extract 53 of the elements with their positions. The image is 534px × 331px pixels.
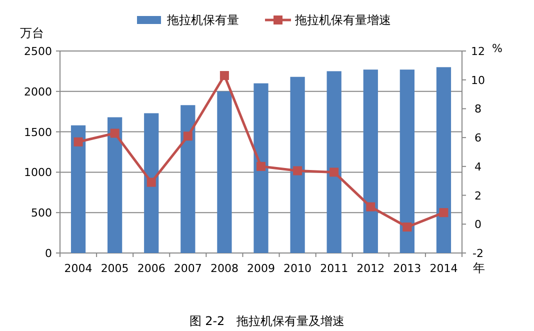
y2-tick-label: 2 [474, 189, 482, 202]
bar [70, 125, 86, 253]
x-tick-label: 2006 [137, 262, 166, 275]
y-tick-label: 2500 [24, 45, 52, 58]
point [146, 178, 156, 187]
y2-tick-label: 8 [474, 102, 482, 116]
bar [254, 83, 268, 253]
y-axis-title: 万台 [20, 26, 44, 40]
bar [363, 70, 378, 253]
y2-axis-title: % [492, 42, 502, 55]
y-tick-label: 1500 [24, 126, 52, 139]
caption: 图 2-2 拖拉机保有量及增速 [189, 314, 345, 328]
x-tick-label: 2009 [247, 262, 275, 275]
y2-tick-label: 0 [474, 218, 482, 232]
x-tick-label: 2004 [64, 262, 92, 275]
bar [108, 117, 122, 253]
point [220, 71, 229, 80]
y2-tick-label: -2 [472, 247, 484, 260]
point [183, 132, 192, 141]
y2-tick-label: 4 [474, 160, 482, 174]
point [366, 202, 376, 212]
point [293, 166, 302, 176]
y2-tick-label: 12 [471, 45, 485, 58]
legend-label: 拖拉机保有量增速 [294, 13, 391, 27]
x-tick-label: 2013 [393, 262, 422, 275]
bar [436, 67, 452, 253]
x-tick-label: 2005 [100, 262, 129, 275]
bar [326, 71, 342, 253]
x-tick-label: 2014 [430, 262, 458, 275]
x-tick-label: 2007 [174, 262, 202, 275]
y-tick-label: 500 [31, 206, 52, 220]
point [256, 162, 266, 171]
point [439, 208, 448, 218]
point [330, 168, 339, 177]
bar [400, 70, 414, 253]
y2-tick-label: 10 [471, 74, 485, 87]
y2-tick-label: 6 [474, 132, 482, 145]
point [402, 222, 412, 232]
bar [290, 76, 305, 253]
point [74, 137, 83, 146]
x-tick-label: 2012 [356, 262, 385, 275]
x-tick-label: 2010 [284, 262, 312, 275]
x-axis-title: 年 [473, 261, 485, 275]
bar [144, 113, 159, 253]
y-tick-label: 2000 [24, 85, 52, 98]
point [110, 128, 120, 138]
x-tick-label: 2011 [320, 262, 348, 275]
bar [180, 105, 196, 253]
x-tick-label: 2008 [210, 262, 238, 275]
y-tick-label: 1000 [24, 166, 52, 180]
legend-label: 拖拉机保有量 [166, 13, 239, 27]
y-tick-label: 0 [45, 247, 52, 260]
bar [217, 91, 232, 253]
